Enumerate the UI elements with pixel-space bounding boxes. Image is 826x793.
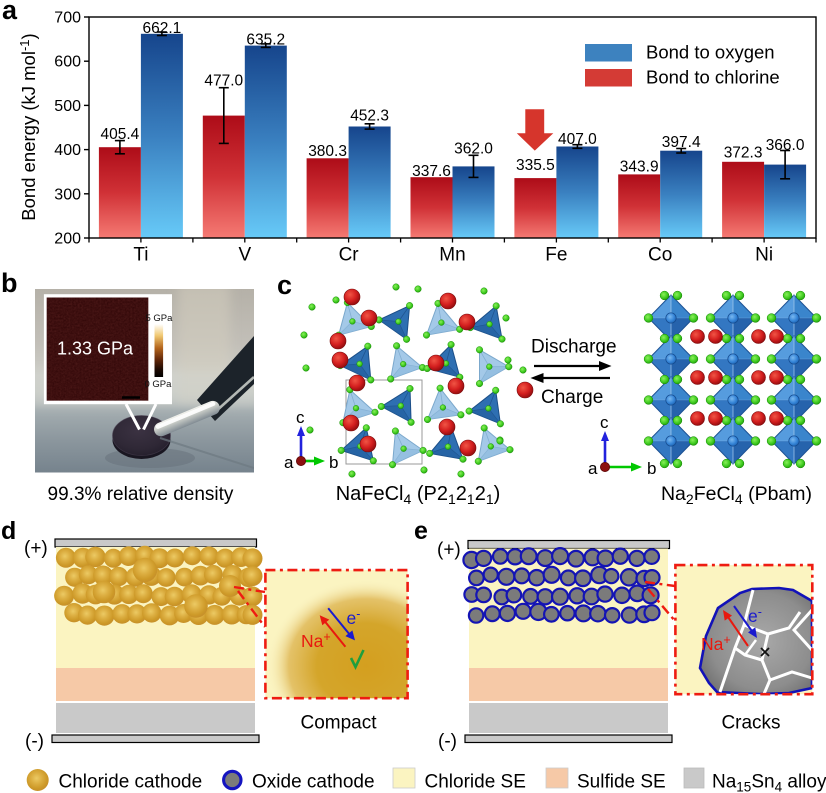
svg-text:Na15Sn4 alloy: Na15Sn4 alloy <box>712 772 826 793</box>
svg-text:700: 700 <box>54 10 81 27</box>
svg-text:e: e <box>414 517 428 545</box>
svg-text:Co: Co <box>648 245 672 266</box>
svg-text:400: 400 <box>54 142 81 159</box>
svg-text:477.0: 477.0 <box>204 73 243 90</box>
svg-text:Chloride cathode: Chloride cathode <box>59 772 203 793</box>
svg-text:Cracks: Cracks <box>721 713 780 734</box>
svg-text:b: b <box>1 268 18 298</box>
svg-text:(-): (-) <box>25 731 44 752</box>
svg-text:0 GPa: 0 GPa <box>145 379 173 390</box>
svg-text:b: b <box>647 459 656 478</box>
svg-text:Cr: Cr <box>339 245 360 266</box>
svg-text:a: a <box>284 453 294 472</box>
svg-text:99.3% relative density: 99.3% relative density <box>48 484 234 505</box>
svg-text:300: 300 <box>54 186 81 203</box>
svg-text:397.4: 397.4 <box>662 134 701 151</box>
svg-text:c: c <box>600 413 609 432</box>
svg-text:407.0: 407.0 <box>558 131 597 148</box>
svg-text:Na+: Na+ <box>701 633 731 654</box>
svg-text:Sulfide SE: Sulfide SE <box>577 772 666 793</box>
svg-text:Charge: Charge <box>541 387 603 408</box>
svg-text:Bond to chlorine: Bond to chlorine <box>646 67 780 88</box>
svg-text:V: V <box>238 245 251 266</box>
svg-text:(+): (+) <box>24 538 48 559</box>
svg-text:372.3: 372.3 <box>724 145 763 162</box>
svg-text:Ni: Ni <box>755 245 773 266</box>
svg-text:Bond to oxygen: Bond to oxygen <box>646 42 775 63</box>
svg-text:d: d <box>1 517 16 545</box>
svg-text:200: 200 <box>54 231 81 248</box>
svg-text:380.3: 380.3 <box>308 143 347 160</box>
svg-text:Chloride SE: Chloride SE <box>425 772 526 793</box>
svg-text:Mn: Mn <box>439 245 465 266</box>
svg-text:362.0: 362.0 <box>454 141 493 158</box>
svg-text:c: c <box>296 408 305 427</box>
svg-text:NaFeCl4 (P212121): NaFeCl4 (P212121) <box>336 483 501 507</box>
svg-text:452.3: 452.3 <box>350 108 389 125</box>
svg-text:a: a <box>2 0 18 25</box>
svg-text:635.2: 635.2 <box>246 32 285 49</box>
svg-text:Discharge: Discharge <box>531 337 617 358</box>
svg-text:Na+: Na+ <box>301 630 331 651</box>
svg-text:Ti: Ti <box>133 245 148 266</box>
svg-text:Bond energy (kJ mol-1): Bond energy (kJ mol-1) <box>17 33 39 220</box>
svg-text:500: 500 <box>54 98 81 115</box>
svg-text:1.33 GPa: 1.33 GPa <box>57 339 134 359</box>
svg-text:337.6: 337.6 <box>412 163 451 180</box>
svg-text:b: b <box>329 453 338 472</box>
svg-text:662.1: 662.1 <box>143 20 182 37</box>
svg-text:a: a <box>588 459 598 478</box>
svg-text:405.4: 405.4 <box>101 126 140 143</box>
svg-text:(-): (-) <box>438 731 457 752</box>
svg-text:Fe: Fe <box>545 245 567 266</box>
svg-text:366.0: 366.0 <box>766 137 805 154</box>
svg-text:600: 600 <box>54 54 81 71</box>
svg-text:5 GPa: 5 GPa <box>146 313 174 324</box>
svg-text:Compact: Compact <box>300 713 377 734</box>
svg-text:c: c <box>277 270 292 300</box>
svg-text:335.5: 335.5 <box>516 157 555 174</box>
svg-text:343.9: 343.9 <box>620 159 659 176</box>
svg-text:(+): (+) <box>437 540 461 561</box>
svg-text:Oxide cathode: Oxide cathode <box>252 772 375 793</box>
